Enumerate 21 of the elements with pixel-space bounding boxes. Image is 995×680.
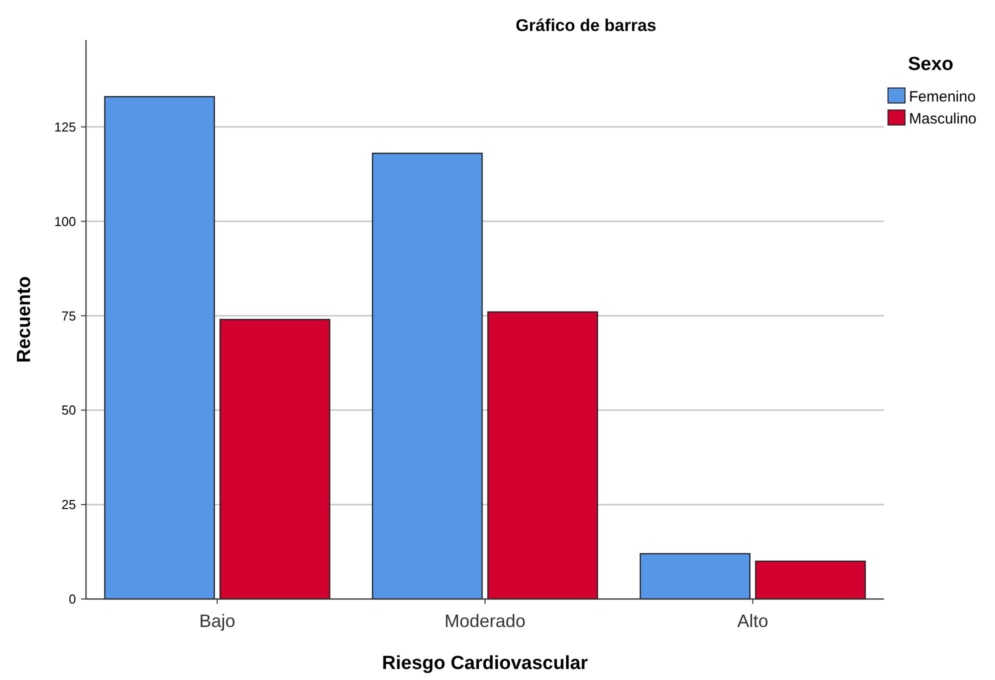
y-tick-label: 0: [68, 592, 76, 607]
legend-label: Masculino: [909, 110, 977, 128]
legend-label: Femenino: [909, 88, 976, 106]
y-tick-label: 125: [54, 119, 76, 134]
x-axis-title: Riesgo Cardiovascular: [382, 653, 589, 674]
x-tick-label: Alto: [737, 611, 768, 631]
chart-title: Gráfico de barras: [516, 16, 656, 35]
y-tick-label: 100: [54, 214, 76, 229]
bar: [755, 560, 866, 600]
x-tick-label: Bajo: [199, 611, 236, 631]
y-tick-label: 75: [62, 308, 76, 324]
x-tick-label: Moderado: [444, 611, 526, 631]
y-tick-label: 25: [62, 497, 76, 512]
bar: [487, 311, 598, 600]
bar: [372, 152, 483, 600]
bar: [640, 553, 750, 600]
bar: [220, 318, 330, 600]
bar: [104, 96, 215, 600]
y-axis-title: Recuento: [14, 276, 35, 363]
y-tick-label: 50: [62, 402, 76, 418]
legend-title: Sexo: [908, 54, 954, 75]
